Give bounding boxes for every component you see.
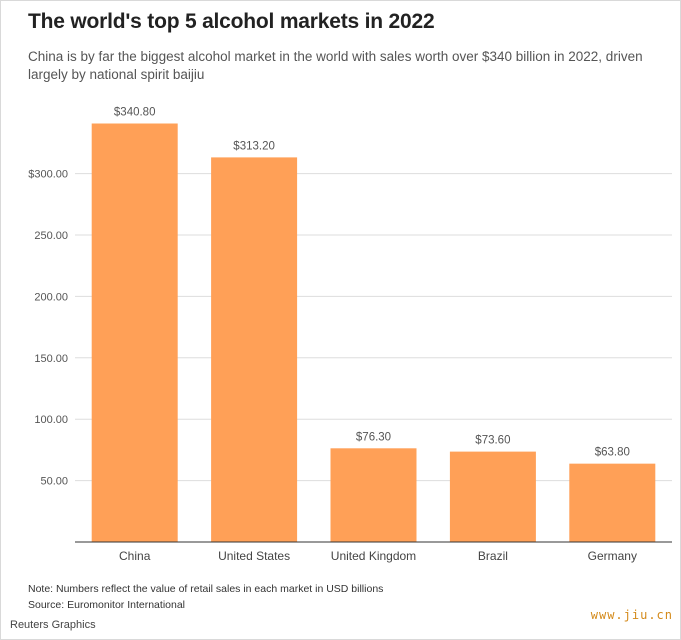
watermark-text: www.jiu.cn — [590, 608, 673, 622]
x-category-label: Brazil — [478, 549, 508, 563]
chart-subtitle: China is by far the biggest alcohol mark… — [28, 49, 643, 82]
bar-value-label: $313.20 — [233, 140, 275, 152]
bar-chart: 50.00 100.00 150.00 200.00 250.00 $300.00 $340… — [28, 106, 672, 563]
bar — [569, 463, 656, 542]
chart-note: Note: Numbers reflect the value of retai… — [28, 583, 384, 595]
bar-value-label: $63.80 — [595, 447, 630, 459]
x-category-label: Germany — [588, 549, 637, 563]
chart-title: The world's top 5 alcohol markets in 202… — [28, 10, 435, 33]
bar — [330, 448, 417, 542]
y-tick-label: 50.00 — [40, 476, 68, 488]
x-category-label: China — [119, 549, 151, 563]
y-tick-label: 200.00 — [34, 291, 68, 303]
x-category-label: United Kingdom — [331, 549, 416, 563]
bar — [91, 123, 178, 543]
bar — [211, 157, 298, 543]
y-tick-label: $300.00 — [28, 169, 68, 181]
y-tick-label: 150.00 — [34, 353, 68, 365]
y-tick-label: 100.00 — [34, 414, 68, 426]
bar — [449, 451, 536, 542]
bar-value-label: $340.80 — [114, 106, 156, 118]
y-tick-label: 250.00 — [34, 230, 68, 242]
bar-value-label: $73.60 — [475, 435, 510, 447]
chart-credit: Reuters Graphics — [10, 619, 96, 631]
bar-value-label: $76.30 — [356, 431, 391, 443]
chart-source: Source: Euromonitor International — [28, 599, 186, 611]
x-category-label: United States — [218, 549, 290, 563]
